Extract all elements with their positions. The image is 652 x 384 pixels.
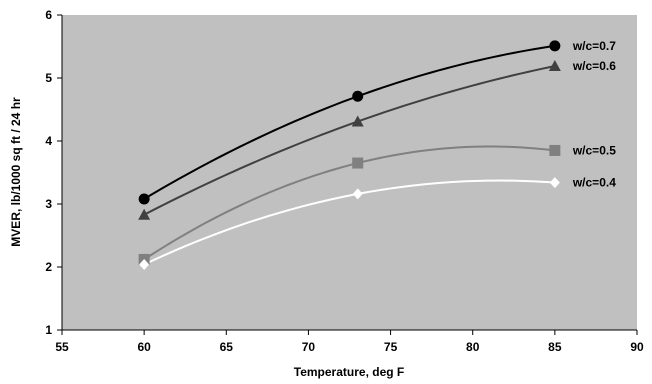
series-label: w/c=0.7 — [572, 39, 616, 53]
x-tick-label: 55 — [55, 340, 69, 354]
y-tick-label: 6 — [45, 8, 52, 22]
data-point — [352, 90, 364, 102]
axes: 55 60 65 70 75 80 85 90 1 2 3 4 5 6 — [45, 8, 644, 354]
y-tick-label: 1 — [45, 323, 52, 337]
data-point — [549, 177, 560, 189]
data-point — [549, 40, 561, 52]
data-point — [138, 208, 151, 220]
series-line — [143, 44, 556, 200]
y-tick-label: 3 — [45, 197, 52, 211]
x-tick-label: 85 — [548, 340, 562, 354]
series-labels: w/c=0.7 w/c=0.6 w/c=0.5 w/c=0.4 — [572, 39, 616, 190]
series-label: w/c=0.6 — [572, 59, 616, 73]
x-tick-label: 70 — [302, 340, 316, 354]
data-point — [139, 258, 150, 270]
series-line — [143, 179, 555, 266]
x-axis-title: Temperature, deg F — [294, 365, 404, 379]
y-axis-title: MVER, lb/1000 sq ft / 24 hr — [9, 97, 23, 247]
series-line — [143, 145, 555, 261]
data-point — [548, 60, 561, 72]
data-point — [549, 144, 561, 156]
markers — [138, 40, 561, 270]
plot-area — [62, 15, 637, 330]
series-line — [143, 65, 556, 216]
data-point — [352, 157, 364, 169]
y-tick-label: 5 — [45, 71, 52, 85]
series-label: w/c=0.4 — [572, 176, 616, 190]
x-tick-label: 65 — [220, 340, 234, 354]
x-tick-label: 90 — [630, 340, 644, 354]
y-tick-label: 4 — [45, 134, 52, 148]
data-point — [351, 115, 364, 127]
x-tick-label: 75 — [384, 340, 398, 354]
y-tick-label: 2 — [45, 260, 52, 274]
data-point — [138, 193, 150, 205]
curves — [143, 44, 556, 266]
series-label: w/c=0.5 — [572, 143, 616, 157]
x-tick-label: 60 — [137, 340, 151, 354]
data-point — [352, 188, 363, 200]
x-tick-label: 80 — [466, 340, 480, 354]
